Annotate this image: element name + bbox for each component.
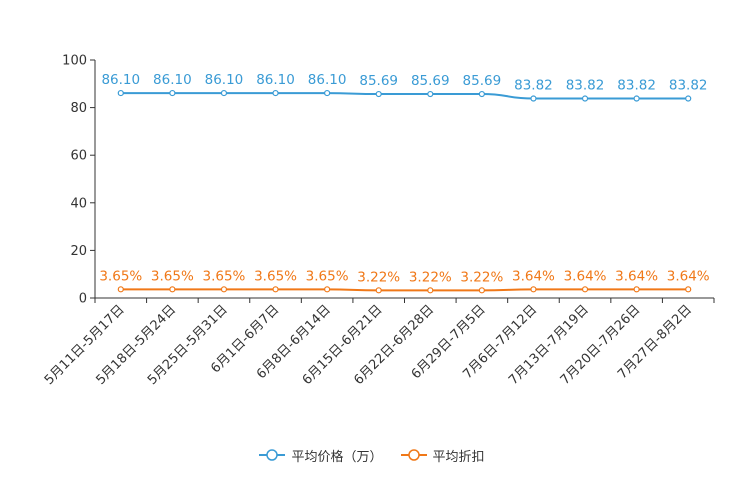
data-label: 3.22% — [357, 269, 400, 285]
data-label: 86.10 — [101, 72, 140, 88]
data-label: 3.64% — [667, 268, 710, 284]
data-point[interactable] — [169, 286, 176, 293]
data-point[interactable] — [220, 286, 228, 293]
data-label: 86.10 — [256, 72, 295, 88]
data-point[interactable] — [530, 95, 537, 102]
data-label: 3.64% — [615, 268, 658, 284]
data-label: 3.65% — [203, 268, 246, 284]
y-tick-label: 60 — [70, 149, 87, 164]
data-label: 3.64% — [512, 268, 555, 284]
data-label: 3.65% — [254, 268, 297, 284]
data-label: 3.22% — [460, 269, 503, 285]
data-point[interactable] — [427, 90, 434, 98]
y-tick-label: 20 — [70, 244, 87, 259]
data-point[interactable] — [427, 287, 434, 294]
y-tick-label: 0 — [79, 292, 87, 307]
legend-label: 平均折扣 — [432, 449, 485, 465]
data-point[interactable] — [478, 287, 485, 294]
data-point[interactable] — [375, 90, 382, 98]
data-point[interactable] — [581, 95, 589, 102]
data-label: 83.82 — [669, 78, 708, 94]
data-label: 86.10 — [153, 72, 192, 88]
data-point[interactable] — [633, 95, 640, 102]
data-label: 3.64% — [564, 268, 607, 284]
data-label: 85.69 — [411, 73, 450, 89]
data-point[interactable] — [633, 286, 640, 293]
data-label: 83.82 — [514, 78, 553, 94]
data-point[interactable] — [685, 95, 692, 102]
data-point[interactable] — [324, 286, 331, 293]
y-tick-label: 80 — [70, 101, 87, 116]
data-label: 3.65% — [99, 268, 142, 284]
data-point[interactable] — [220, 89, 228, 97]
series-line-1 — [120, 288, 689, 292]
data-point[interactable] — [117, 286, 124, 293]
data-point[interactable] — [324, 89, 331, 97]
data-point[interactable] — [272, 286, 279, 293]
legend-item-0[interactable]: 平均价格（万） — [259, 446, 383, 465]
y-tick-label: 100 — [62, 54, 87, 69]
data-label: 85.69 — [359, 73, 398, 89]
data-label: 3.65% — [151, 268, 194, 284]
legend: 平均价格（万） 平均折扣 — [0, 444, 744, 466]
data-point[interactable] — [581, 286, 589, 293]
data-label: 86.10 — [308, 72, 347, 88]
legend-line-circle-icon — [400, 449, 427, 461]
data-point[interactable] — [117, 89, 124, 97]
data-label: 85.69 — [463, 73, 502, 89]
data-label: 83.82 — [566, 78, 605, 94]
data-point[interactable] — [685, 286, 692, 293]
data-point[interactable] — [169, 89, 176, 97]
data-label: 83.82 — [617, 78, 656, 94]
data-label: 3.65% — [306, 268, 349, 284]
data-point[interactable] — [272, 89, 279, 97]
data-point[interactable] — [530, 286, 537, 293]
legend-line-circle-icon — [259, 449, 286, 461]
data-point[interactable] — [375, 287, 382, 294]
y-tick-label: 40 — [70, 196, 87, 211]
series-line-0 — [120, 92, 689, 100]
data-label: 3.22% — [409, 269, 452, 285]
legend-label: 平均价格（万） — [291, 449, 383, 465]
data-point[interactable] — [478, 90, 485, 98]
legend-item-1[interactable]: 平均折扣 — [400, 446, 485, 465]
data-label: 86.10 — [205, 72, 244, 88]
